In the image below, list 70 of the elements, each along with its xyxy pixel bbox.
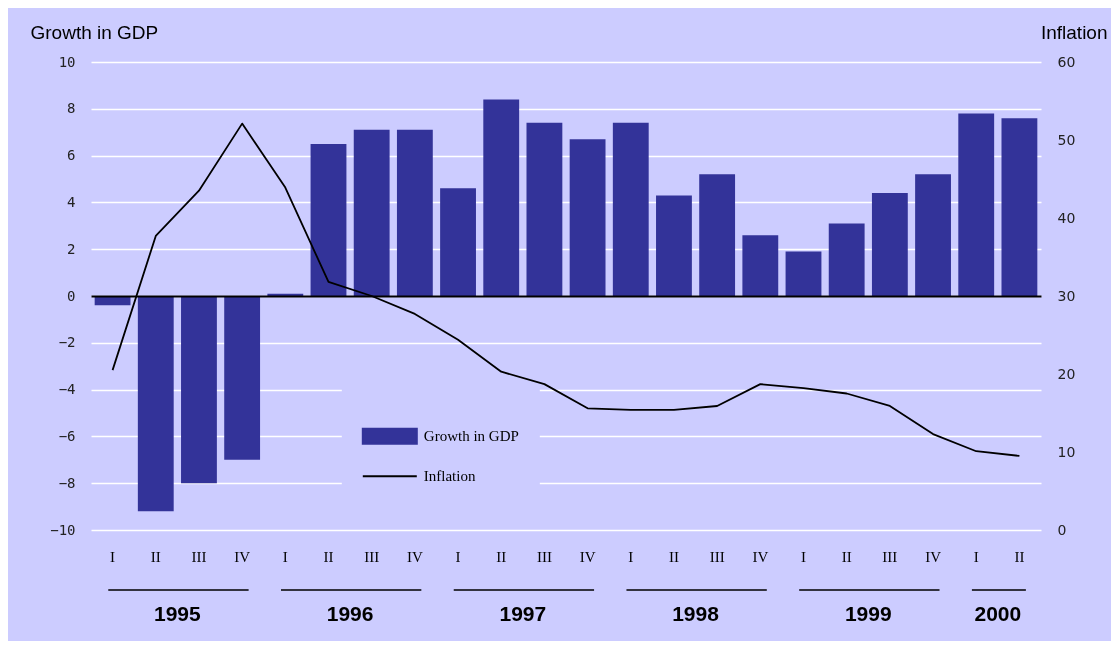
- y-tick-label: 2: [67, 240, 76, 257]
- y2-tick-label: 60: [1057, 53, 1076, 70]
- y-tick-label: −6: [58, 427, 76, 444]
- bar: [612, 122, 649, 296]
- bar: [1001, 118, 1038, 296]
- x-tick-label: I: [973, 548, 979, 565]
- text: 1996: [326, 602, 374, 625]
- y-tick-label: 0: [67, 287, 76, 304]
- y2-tick-label: 0: [1057, 521, 1067, 538]
- y2-tick-label: 50: [1057, 131, 1076, 148]
- text: 1998: [672, 602, 720, 625]
- x-tick-label: IV: [234, 548, 251, 565]
- y2-tick-label: 30: [1057, 287, 1076, 304]
- bar: [353, 129, 390, 296]
- y2-tick-label: 20: [1057, 365, 1076, 382]
- bar: [742, 235, 779, 296]
- y-axis-title: Growth in GDP: [30, 21, 159, 43]
- y-tick-label: −10: [50, 521, 76, 538]
- bar: [699, 174, 736, 296]
- text: 2000: [974, 602, 1022, 625]
- bar: [137, 296, 174, 512]
- x-tick-label: II: [841, 548, 852, 565]
- text: 1995: [154, 602, 202, 625]
- bar: [915, 174, 951, 296]
- bar: [224, 296, 261, 460]
- x-tick-label: II: [496, 548, 507, 565]
- x-tick-label: III: [191, 548, 207, 565]
- x-tick-label: III: [536, 548, 552, 565]
- bar: [181, 296, 217, 484]
- bar: [483, 99, 520, 296]
- y-tick-label: 6: [67, 147, 76, 164]
- text: 1997: [499, 602, 547, 625]
- bar: [785, 251, 822, 296]
- y-tick-label: −2: [58, 334, 76, 351]
- x-tick-label: II: [323, 548, 334, 565]
- x-tick-label: III: [709, 548, 725, 565]
- y2-tick-label: 40: [1057, 209, 1076, 226]
- x-tick-label: III: [882, 548, 898, 565]
- y-tick-label: −4: [58, 381, 76, 398]
- x-tick-label: I: [282, 548, 288, 565]
- x-tick-label: III: [364, 548, 380, 565]
- bar: [958, 113, 995, 296]
- bar: [526, 122, 563, 296]
- text: 1999: [844, 602, 892, 625]
- x-tick-label: IV: [406, 548, 423, 565]
- y-tick-label: −8: [58, 474, 76, 491]
- bar: [569, 139, 606, 296]
- legend-label: Growth in GDP: [423, 428, 519, 445]
- x-tick-label: IV: [752, 548, 769, 565]
- x-tick-label: I: [110, 548, 116, 565]
- y-tick-label: 10: [58, 53, 76, 70]
- bar: [656, 195, 692, 296]
- bar: [871, 193, 908, 296]
- y-tick-label: 4: [67, 193, 76, 210]
- x-tick-label: I: [455, 548, 461, 565]
- x-tick-label: II: [668, 548, 679, 565]
- y2-axis-title: Inflation: [1040, 21, 1108, 43]
- bar: [828, 223, 865, 296]
- x-tick-label: I: [628, 548, 634, 565]
- y2-tick-label: 10: [1057, 443, 1076, 460]
- x-tick-label: I: [801, 548, 806, 565]
- y-tick-label: 8: [67, 100, 76, 117]
- bar: [396, 129, 433, 296]
- bar: [440, 188, 476, 296]
- bar: [310, 143, 347, 296]
- x-tick-label: IV: [925, 548, 942, 565]
- x-tick-label: IV: [579, 548, 596, 565]
- x-tick-label: II: [1014, 548, 1025, 565]
- x-tick-label: II: [150, 548, 161, 565]
- legend-label: Inflation: [423, 468, 476, 485]
